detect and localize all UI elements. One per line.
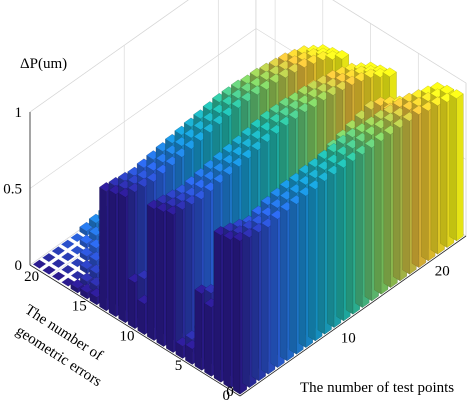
z-gridline — [29, 0, 467, 113]
bar — [60, 239, 75, 249]
z-tick-label: 1 — [15, 105, 23, 121]
x-tick-label: 0 — [226, 384, 234, 400]
x-axis-line — [239, 235, 467, 397]
y-tick-label: 15 — [72, 299, 87, 315]
y-axis-line — [29, 264, 241, 397]
y-tick-label: 0 — [223, 388, 231, 404]
z-axis-label: ΔP(um) — [20, 56, 67, 72]
x-tick-label: 20 — [435, 264, 450, 280]
y-tick-label: 20 — [24, 269, 39, 285]
x-axis-label: The number of test points — [300, 380, 454, 396]
bar — [449, 89, 464, 242]
bar — [32, 259, 47, 269]
z-tick-label: 0.5 — [3, 182, 22, 198]
bar — [51, 246, 66, 256]
bar — [41, 252, 57, 263]
bar — [41, 265, 57, 275]
z-tick-label: 0 — [15, 258, 23, 274]
bar — [60, 264, 76, 275]
bar — [51, 271, 66, 281]
bars-layer — [32, 44, 464, 395]
bar — [51, 258, 66, 269]
y-tick-label: 5 — [175, 358, 183, 374]
x-tick-label: 10 — [341, 330, 356, 346]
bar — [60, 252, 76, 262]
y-tick-label: 10 — [120, 329, 135, 345]
